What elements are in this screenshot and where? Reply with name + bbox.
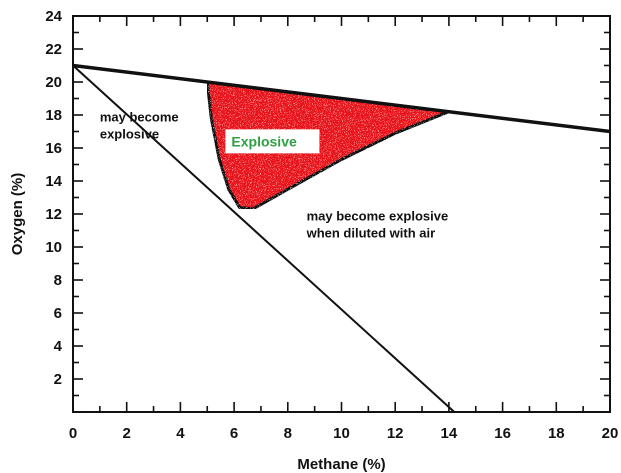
annotation-text: may become (100, 110, 179, 125)
y-tick-label: 18 (45, 107, 62, 124)
annot-layer: may become explosive Explosive may become e… (100, 110, 448, 241)
annotation-text: Explosive (231, 133, 297, 149)
x-tick-label: 0 (69, 425, 77, 442)
y-tick-label: 22 (45, 41, 62, 58)
annotation-bg (225, 129, 320, 154)
y-tick-label: 20 (45, 74, 62, 91)
series-line-1 (72, 64, 455, 413)
y-tick-label: 10 (45, 239, 62, 256)
x-tick-label: 16 (494, 425, 511, 442)
x-tick-label: 4 (176, 425, 185, 442)
x-tick-label: 20 (602, 425, 619, 442)
y-tick-label: 4 (54, 338, 63, 355)
annotation-text: explosive (100, 127, 159, 142)
x-tick-label: 10 (333, 425, 350, 442)
y-tick-label: 24 (45, 8, 62, 25)
x-tick-label: 14 (441, 425, 458, 442)
annotation-text: may become explosive (307, 209, 449, 224)
x-tick-label: 12 (387, 425, 404, 442)
y-tick-label: 6 (54, 305, 62, 322)
y-tick-label: 12 (45, 206, 62, 223)
ticks-layer (72, 15, 611, 413)
y-axis-label: Oxygen (%) (9, 173, 26, 256)
y-tick-label: 14 (45, 173, 62, 190)
x-tick-label: 8 (284, 425, 292, 442)
series-line-0 (72, 63, 611, 134)
x-tick-label: 2 (123, 425, 131, 442)
x-tick-label: 18 (548, 425, 565, 442)
y-tick-label: 8 (54, 272, 62, 289)
annotation-text: when diluted with air (306, 226, 436, 241)
y-tick-label: 16 (45, 140, 62, 157)
x-axis-label: Methane (%) (297, 456, 385, 473)
y-tick-label: 2 (54, 371, 62, 388)
x-tick-label: 6 (230, 425, 238, 442)
series-layer (72, 63, 611, 413)
